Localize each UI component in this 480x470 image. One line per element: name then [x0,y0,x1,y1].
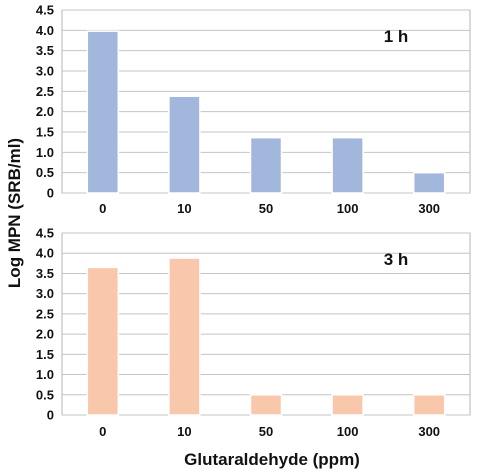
y-tick-label: 0.5 [36,165,54,180]
x-tick-label: 10 [177,424,191,439]
x-tick-label: 300 [418,201,440,216]
y-tick-label: 4.5 [36,226,54,241]
bar-0 [86,30,120,194]
y-tick-label: 0 [47,186,54,201]
bar-10 [168,95,201,194]
y-tick-label: 2.0 [36,104,54,119]
x-tick-label: 0 [99,201,106,216]
chart-panel-1: 0 0.5 1.0 1.5 2.0 2.5 3.0 3.5 4.0 4.5 0 10 50 100 300 1… [36,3,471,216]
y-tick-label: 0 [47,408,54,423]
y-tick-label: 3.5 [36,43,54,58]
x-tick-label: 0 [99,424,106,439]
x-tick-label: 10 [177,201,191,216]
y-axis-label: Log MPN (SRB/ml) [5,138,24,288]
bar-300 [412,171,446,194]
y-tick-label: 4.0 [36,23,54,38]
y-tick-label: 1.5 [36,125,54,140]
y-tick-label: 3.5 [36,266,54,281]
x-tick-label: 100 [337,201,359,216]
bar-100 [331,136,364,194]
bar-0 [86,266,120,416]
x-tick-label: 50 [259,424,273,439]
bar-50 [249,136,283,194]
chart-panels: 00.51.01.52.02.53.03.54.04.50 10 50 100 3001… [36,3,471,439]
y-tick-label: 2.0 [36,327,54,342]
x-tick-label: 100 [337,424,359,439]
panel-label: 1 h [384,27,409,46]
y-tick-label: 0.5 [36,387,54,402]
y-tick-label: 2.5 [36,84,54,99]
chart-panel-2: 0 0.5 1.0 1.5 2.0 2.5 3.0 3.5 4.0 4.5 0 10 50 100 300 3… [36,226,471,439]
x-tick-label: 300 [418,424,440,439]
y-tick-label: 3.0 [36,64,54,79]
y-tick-label: 1.0 [36,145,54,160]
panel-label: 3 h [384,250,409,269]
y-tick-label: 4.5 [36,3,54,18]
y-tick-label: 2.5 [36,306,54,321]
bar-10 [168,257,201,416]
y-tick-label: 3.0 [36,286,54,301]
y-tick-label: 1.5 [36,347,54,362]
bar-300 [412,394,446,416]
y-tick-label: 1.0 [36,367,54,382]
bar-50 [249,394,283,416]
bar-100 [331,394,364,416]
x-axis-label: Glutaraldehyde (ppm) [184,450,360,469]
plot-area [61,232,471,416]
x-tick-label: 50 [259,201,273,216]
y-tick-label: 4.0 [36,246,54,261]
